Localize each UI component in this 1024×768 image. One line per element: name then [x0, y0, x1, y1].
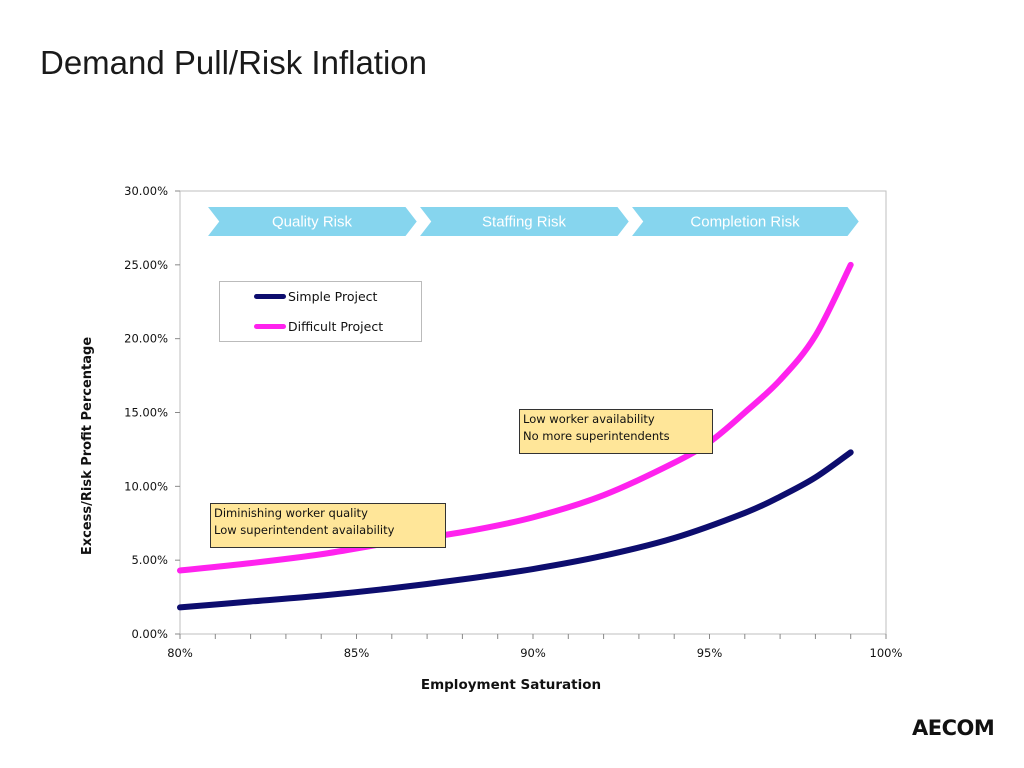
legend-swatch-simple — [254, 294, 286, 299]
legend-swatch-difficult — [254, 324, 286, 329]
legend-label-difficult: Difficult Project — [288, 319, 384, 334]
phase-chevron — [203, 205, 420, 238]
chart-legend: Simple Project Difficult Project — [219, 281, 422, 342]
annotation-low-availability: Low worker availability No more superint… — [519, 409, 713, 454]
phase-label: Quality Risk — [272, 214, 353, 231]
phase-label: Completion Risk — [690, 214, 800, 231]
y-tick-label: 5.00% — [131, 553, 168, 567]
y-axis-label: Excess/Risk Profit Percentage — [80, 337, 95, 555]
phase-chevron — [415, 205, 632, 238]
series-simple-project — [177, 449, 854, 611]
series-difficult-project — [177, 261, 854, 574]
phase-chevron — [627, 205, 862, 238]
x-tick-label: 100% — [870, 646, 903, 660]
y-tick-label: 30.00% — [124, 184, 168, 198]
annotation-diminishing-quality: Diminishing worker quality Low superinte… — [210, 503, 446, 548]
x-axis-label: Employment Saturation — [421, 677, 601, 693]
y-tick-label: 0.00% — [131, 627, 168, 641]
y-tick-label: 10.00% — [124, 479, 168, 493]
annotation-line: Low worker availability — [523, 412, 655, 426]
x-tick-label: 95% — [697, 646, 723, 660]
legend-label-simple: Simple Project — [288, 289, 378, 304]
aecom-logo: AECOM — [912, 716, 995, 740]
annotation-line: Diminishing worker quality — [214, 506, 368, 520]
phase-label: Staffing Risk — [482, 214, 566, 231]
x-tick-label: 85% — [344, 646, 370, 660]
annotation-line: Low superintendent availability — [214, 523, 395, 537]
x-tick-label: 80% — [167, 646, 193, 660]
legend-item-difficult: Difficult Project — [254, 319, 383, 334]
y-tick-label: 25.00% — [124, 258, 168, 272]
legend-item-simple: Simple Project — [254, 289, 377, 304]
y-tick-label: 15.00% — [124, 406, 168, 420]
x-tick-label: 90% — [520, 646, 546, 660]
y-tick-label: 20.00% — [124, 332, 168, 346]
page-title: Demand Pull/Risk Inflation — [40, 44, 428, 81]
annotation-line: No more superintendents — [523, 429, 670, 443]
